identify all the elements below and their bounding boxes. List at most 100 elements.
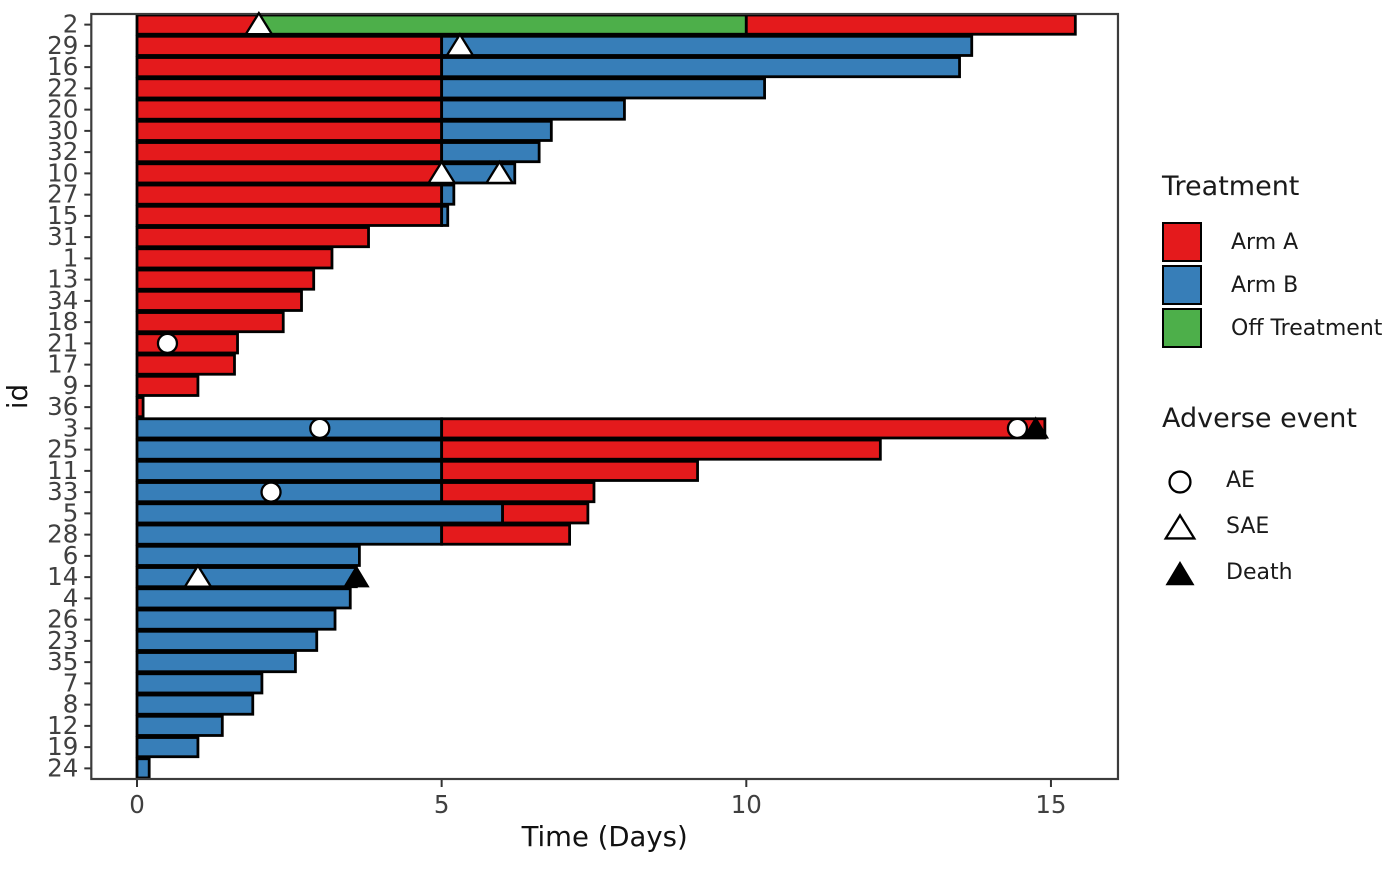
y-tick-label: 28 <box>47 520 78 549</box>
bar-segment-arm-b <box>440 141 541 164</box>
axes-layer: 2291622203032102715311133418211793632511… <box>2 10 1120 853</box>
y-tick-label: 2 <box>63 10 79 39</box>
death-triangle-icon <box>343 565 370 588</box>
legend-item-label: Death <box>1226 560 1293 586</box>
bar-segment-arm-a <box>135 77 444 100</box>
off-treatment-swatch-icon <box>1162 308 1202 349</box>
bar-segment-arm-a <box>440 523 572 546</box>
bar-segment-arm-b <box>135 608 337 631</box>
bar-segment-arm-b <box>135 566 358 589</box>
legend-item-off-treatment: Off Treatment <box>1162 307 1398 350</box>
bar-segment-arm-b <box>135 714 224 737</box>
y-tick-label: 25 <box>47 435 78 464</box>
death-triangle-icon <box>1165 560 1195 586</box>
y-tick-label: 12 <box>47 711 78 740</box>
adverse-legend-title: Adverse event <box>1162 402 1357 434</box>
bar-segment-arm-a <box>135 332 239 355</box>
bar-segment-arm-a <box>135 374 200 397</box>
bar-segment-arm-b <box>440 98 626 121</box>
death-triangle-icon <box>1022 416 1050 439</box>
bar-segment-arm-b <box>135 523 444 546</box>
sae-triangle-icon <box>1163 513 1197 540</box>
bar-segment-arm-b <box>135 736 200 759</box>
treatment-legend: Treatment Arm A Arm B Off Treatment <box>1162 171 1398 350</box>
y-tick-label: 15 <box>47 201 78 230</box>
ae-circle-icon <box>1168 470 1192 494</box>
arm-a-swatch-icon <box>1162 222 1202 263</box>
bar-segment-arm-b <box>135 693 255 716</box>
bar-segment-arm-a <box>135 353 236 376</box>
bar-segment-arm-b <box>135 629 319 652</box>
bar-segment-arm-b <box>440 56 961 79</box>
arm-b-swatch-icon <box>1162 265 1202 306</box>
treatment-legend-items: Arm A Arm B Off Treatment <box>1162 221 1398 350</box>
bar-segment-arm-a <box>135 56 444 79</box>
legend-item-death: Death <box>1162 550 1398 596</box>
sae-triangle-icon <box>182 563 213 588</box>
bar-segment-arm-a <box>135 311 285 334</box>
bar-segment-arm-b <box>135 757 151 780</box>
bar-segment-arm-b <box>135 544 361 567</box>
ae-circle-icon <box>1168 470 1192 494</box>
x-axis-title: Time (Days) <box>521 821 688 853</box>
y-tick-label: 33 <box>47 477 78 506</box>
bar-segment-arm-a <box>440 438 882 461</box>
bar-segment-arm-a <box>135 119 444 142</box>
ae-circle-icon <box>260 481 282 503</box>
treatment-legend-title: Treatment <box>1162 171 1300 202</box>
x-tick-label: 15 <box>1035 790 1066 819</box>
y-tick-label: 24 <box>47 753 78 782</box>
ae-circle-icon <box>156 332 179 355</box>
bar-segment-arm-b <box>135 417 444 440</box>
bar-segment-arm-b <box>135 587 352 610</box>
adverse-legend-items: AE SAE Death <box>1162 458 1398 596</box>
bar-segment-arm-a <box>744 13 1077 36</box>
y-axis-title: id <box>2 384 34 409</box>
bar-segment-arm-b <box>135 438 444 461</box>
y-tick-label: 1 <box>63 243 79 272</box>
sae-triangle-icon <box>484 159 515 185</box>
y-tick-label: 26 <box>47 605 78 634</box>
bar-segment-arm-b <box>135 459 444 482</box>
y-tick-label: 5 <box>63 498 79 527</box>
y-tick-label: 32 <box>47 137 78 166</box>
panel-border <box>90 12 1120 781</box>
legend-item-label: Off Treatment <box>1231 315 1383 341</box>
bar-segment-arm-b <box>135 672 264 695</box>
y-tick-label: 19 <box>47 732 78 761</box>
sae-triangle-icon <box>444 32 475 57</box>
y-tick-label: 29 <box>47 31 78 60</box>
y-tick-label: 27 <box>47 180 78 209</box>
y-tick-label: 17 <box>47 350 78 379</box>
bar-segment-arm-a <box>440 417 1047 440</box>
y-tick-label: 11 <box>47 456 78 485</box>
y-tick-label: 10 <box>47 158 78 187</box>
bar-segment-arm-a <box>135 247 334 270</box>
bar-segment-arm-a <box>135 226 370 249</box>
y-tick-label: 34 <box>47 286 78 315</box>
legend-panel: Treatment Arm A Arm B Off Treatment Adve… <box>1162 171 1398 596</box>
bar-segment-arm-b <box>135 481 444 504</box>
bar-segment-arm-b <box>440 204 450 227</box>
bar-segment-arm-a <box>501 502 590 525</box>
y-tick-label: 23 <box>47 626 78 655</box>
bar-segment-arm-b <box>440 183 456 206</box>
y-tick-label: 36 <box>47 392 78 421</box>
bar-segment-arm-a <box>135 268 316 291</box>
y-tick-label: 8 <box>63 690 79 719</box>
bar-segment-arm-b <box>135 502 504 525</box>
x-tick-label: 10 <box>731 790 762 819</box>
bar-segment-arm-a <box>135 204 444 227</box>
bars-layer <box>135 13 1077 780</box>
bar-segment-arm-b <box>440 34 974 57</box>
legend-item-label: AE <box>1226 468 1255 494</box>
y-tick-label: 14 <box>47 562 78 591</box>
death-triangle-icon <box>1162 555 1198 591</box>
bar-segment-arm-a <box>135 162 444 185</box>
bar-segment-arm-a <box>440 459 699 482</box>
bar-segment-arm-a <box>135 141 444 164</box>
y-tick-label: 35 <box>47 647 78 676</box>
bar-segment-arm-b <box>135 651 297 674</box>
markers-layer <box>156 10 1050 588</box>
